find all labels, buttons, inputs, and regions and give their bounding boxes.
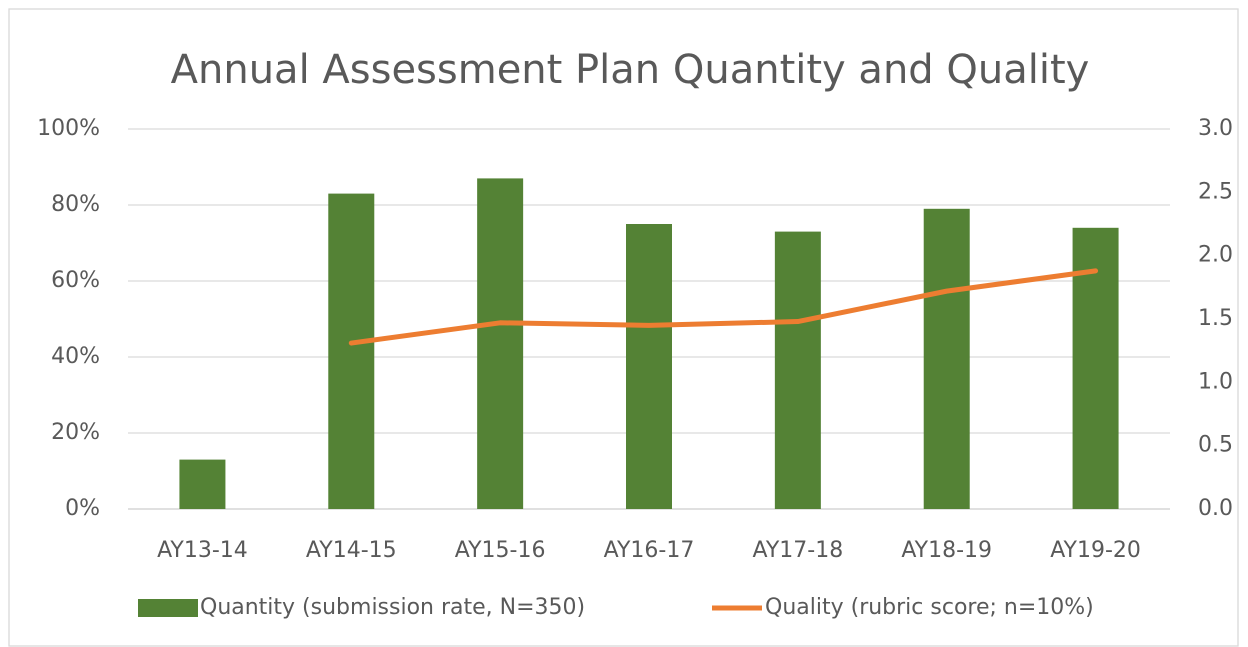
y-tick-label: 80%	[51, 192, 100, 217]
y2-tick-label: 3.0	[1198, 116, 1233, 141]
y2-tick-label: 2.0	[1198, 243, 1233, 268]
y2-tick-label: 1.5	[1198, 306, 1233, 331]
y2-tick-label: 1.0	[1198, 369, 1233, 394]
chart-title: Annual Assessment Plan Quantity and Qual…	[171, 47, 1090, 93]
y-tick-label: 60%	[51, 268, 100, 293]
bar	[626, 224, 672, 509]
bar	[774, 231, 821, 509]
bar	[328, 193, 375, 509]
y-tick-label: 20%	[51, 420, 100, 445]
chart-border	[8, 8, 1239, 647]
legend-label: Quality (rubric score; n=10%)	[765, 595, 1094, 620]
x-tick-label: AY17-18	[752, 538, 843, 563]
bar	[923, 208, 970, 510]
x-tick-label: AY16-17	[604, 538, 695, 563]
legend-swatch	[138, 599, 198, 617]
x-tick-label: AY18-19	[901, 538, 992, 563]
bar	[179, 459, 226, 509]
legend-label: Quantity (submission rate, N=350)	[200, 595, 585, 620]
y2-tick-label: 2.5	[1198, 179, 1233, 204]
x-tick-label: AY14-15	[306, 538, 397, 563]
y-tick-label: 40%	[51, 344, 100, 369]
y2-tick-label: 0.5	[1198, 433, 1233, 458]
line	[348, 268, 1099, 346]
x-tick-label: AY19-20	[1050, 538, 1141, 563]
y2-tick-label: 0.0	[1198, 496, 1233, 521]
y-tick-label: 0%	[65, 496, 100, 521]
bar	[477, 178, 524, 509]
x-tick-label: AY13-14	[157, 538, 248, 563]
x-tick-label: AY15-16	[455, 538, 546, 563]
y-tick-label: 100%	[37, 116, 100, 141]
